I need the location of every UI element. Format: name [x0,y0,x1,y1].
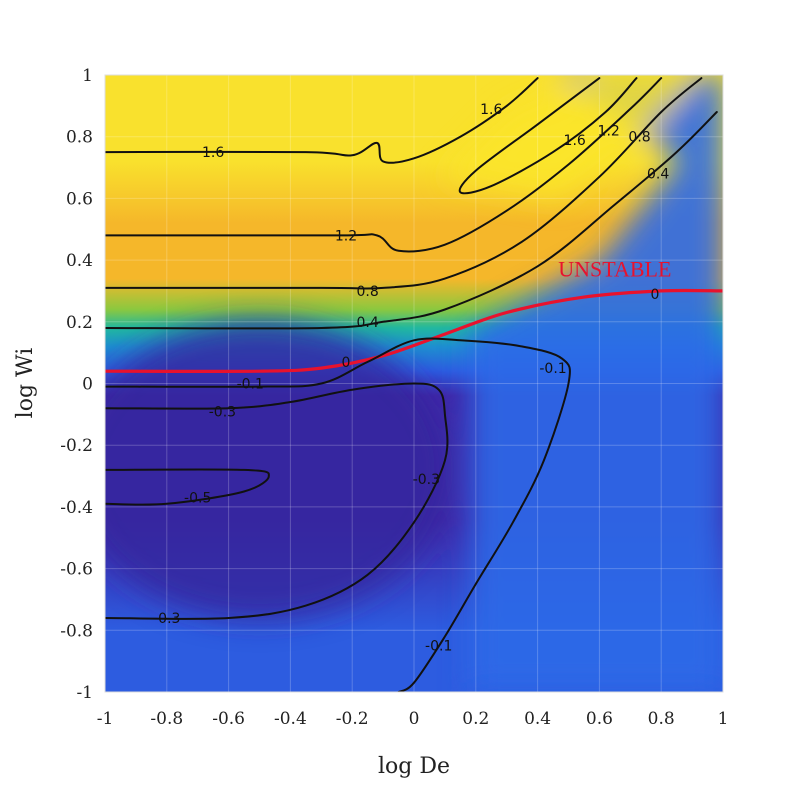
contour-label: 0 [342,355,351,371]
x-tick-label: -0.2 [336,709,369,729]
grid-lines [105,75,723,692]
contour-label: 0.8 [357,284,379,300]
plot-frame [104,74,724,693]
contour-label: -0.1 [425,639,452,655]
y-tick-label: 0.4 [66,251,93,271]
upper-right-falloff [470,75,723,692]
y-tick-label: 0.2 [66,313,93,333]
contour-line [458,77,638,195]
x-axis-title: log De [378,754,450,779]
contour-line [105,382,449,620]
contour-label: 1.6 [564,133,586,149]
y-tick-label: -0.2 [60,436,93,456]
contour-line-zero [105,288,723,374]
plot-area: 1.61.61.61.2 0.80.41.20.80.400-0.1-0.1-0.… [105,75,723,692]
y-tick-label: 0 [82,375,93,395]
contour-line [105,111,718,330]
colormap-overlays [105,75,723,692]
contour-line [105,77,703,290]
contour-label: 1.2 [335,228,357,244]
contour-label: -0.1 [237,377,264,393]
contour-lines [105,77,723,692]
contour-label: -0.3 [209,404,236,420]
x-tick-label: 0.4 [524,709,551,729]
x-tick-label: -0.6 [212,709,245,729]
y-tick-label: -0.4 [60,498,93,518]
annotations: UNSTABLE [558,256,671,281]
y-tick-label: 1 [82,66,93,86]
x-tick-label: -1 [97,709,114,729]
deep-blue-well [105,320,450,620]
contour-label: -0.3 [153,611,180,627]
contour-label: 1.6 [480,102,502,118]
contour-label: 0.4 [647,167,669,183]
contour-line [105,468,270,506]
y-axis-title: log Wi [13,348,38,419]
contour-label: -0.5 [184,491,211,507]
contour-line [105,77,539,164]
x-tick-label: 1 [718,709,729,729]
x-axis-ticks: -1 -0.8 -0.6 -0.4 -0.2 0 0.2 0.4 0.6 0.8 1 [97,709,729,729]
bright-yellow-lobe [440,75,700,200]
unstable-annotation: UNSTABLE [558,256,671,281]
y-tick-label: 0.8 [66,128,93,148]
y-tick-label: -1 [76,683,93,703]
contour-label: 1.6 [202,145,224,161]
x-tick-label: -0.8 [150,709,183,729]
contour-label: 0.8 [628,130,650,146]
contour-label: 0 [651,287,660,303]
contour-line [105,77,663,253]
y-tick-label: -0.6 [60,560,93,580]
x-tick-label: 0.2 [462,709,489,729]
y-tick-label: -0.8 [60,621,93,641]
y-tick-label: 0.6 [66,189,93,209]
x-tick-label: 0 [409,709,420,729]
x-tick-label: 0.6 [586,709,613,729]
contour-label: 1.2 [598,124,620,140]
x-tick-label: 0.8 [648,709,675,729]
x-tick-label: -0.4 [274,709,307,729]
contour-label: 0.4 [357,315,379,331]
contour-labels: 1.61.61.61.2 0.80.41.20.80.400-0.1-0.1-0.… [153,102,669,655]
contour-line [105,337,571,692]
contour-label: -0.1 [539,361,566,377]
contour-label: -0.3 [413,472,440,488]
y-axis-ticks: -1 -0.8 -0.6 -0.4 -0.2 0 0.2 0.4 0.6 0.8 1 [60,66,93,703]
